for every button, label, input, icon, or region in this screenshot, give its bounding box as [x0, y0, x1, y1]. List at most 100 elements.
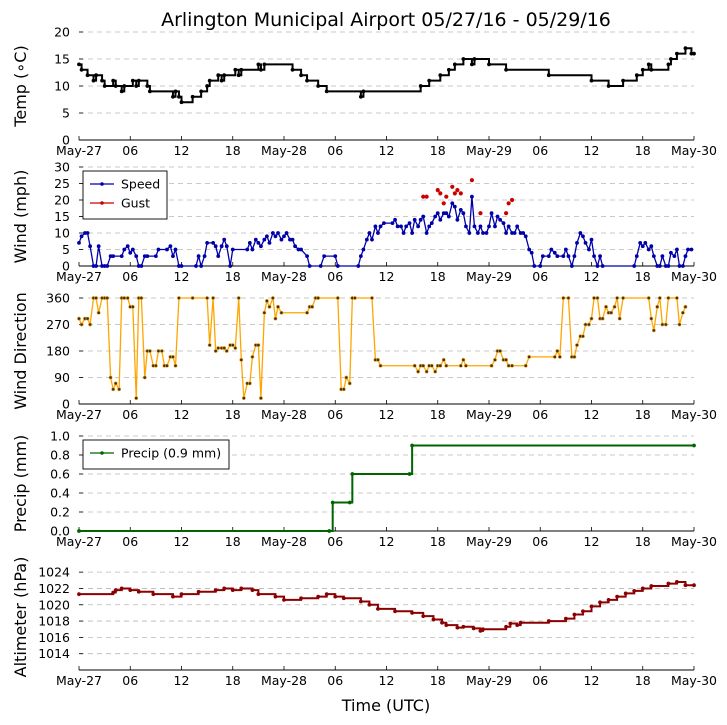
data-point	[236, 73, 241, 78]
data-point	[276, 231, 280, 235]
y-tick-label: 25	[54, 176, 70, 191]
data-point	[581, 609, 585, 614]
x-tick-label: May-29	[466, 143, 512, 158]
data-point	[358, 599, 363, 604]
panel-temp: 0 5 10 15 20 May-27 06 12 18 May-28 06 12 18 May-29 06…	[11, 25, 717, 159]
data-point	[424, 369, 429, 374]
data-point	[640, 586, 645, 591]
data-point	[606, 84, 611, 88]
chart-title: Arlington Municipal Airport 05/27/16 - 0…	[161, 9, 611, 31]
data-point	[290, 67, 295, 72]
data-point	[228, 264, 233, 268]
data-point	[401, 231, 406, 235]
data-point	[666, 62, 671, 67]
data-point	[478, 224, 483, 229]
x-tick-label: 06	[532, 534, 548, 549]
data-point	[119, 254, 124, 259]
data-point	[592, 296, 596, 300]
data-point	[484, 231, 489, 235]
data-point	[350, 472, 355, 476]
data-point	[666, 296, 671, 300]
x-tick-label: 06	[327, 407, 343, 422]
data-point	[672, 254, 677, 259]
data-point	[455, 625, 460, 630]
data-point	[139, 296, 144, 300]
x-tick-label: 06	[327, 673, 343, 688]
data-point	[441, 201, 446, 206]
data-point	[578, 231, 583, 235]
data-point	[177, 296, 181, 300]
data-point	[640, 67, 645, 72]
data-point	[421, 194, 426, 199]
data-point	[621, 296, 626, 300]
data-point	[504, 231, 508, 235]
data-point	[134, 396, 139, 401]
data-point	[572, 612, 577, 617]
x-tick-label: May-29	[466, 269, 512, 284]
x-tick-label: 18	[225, 673, 241, 688]
x-tick-label: 06	[327, 269, 343, 284]
data-point	[464, 224, 468, 229]
data-point	[307, 264, 312, 268]
data-point	[429, 221, 434, 226]
x-tick-label: May-30	[671, 673, 717, 688]
y-tick-label: 0.0	[50, 524, 70, 539]
data-point	[583, 240, 588, 245]
data-point	[450, 184, 455, 189]
data-point	[675, 296, 679, 300]
y-tick-label: 90	[54, 370, 70, 385]
data-point	[424, 194, 429, 199]
data-point	[305, 310, 309, 315]
y-tick-label: 10	[54, 226, 70, 241]
data-point	[382, 221, 386, 226]
data-point	[506, 363, 511, 368]
data-point	[233, 67, 238, 72]
data-point	[589, 78, 594, 83]
data-point	[508, 621, 513, 626]
data-point	[247, 240, 252, 245]
data-point	[407, 221, 412, 226]
data-point	[440, 620, 444, 625]
data-point	[250, 354, 255, 359]
data-point	[509, 197, 515, 203]
x-tick-label: 06	[532, 673, 548, 688]
data-point	[111, 254, 116, 259]
data-point	[680, 264, 685, 268]
data-point	[470, 62, 474, 67]
data-point	[156, 247, 161, 252]
y-tick-label: 15	[54, 209, 70, 224]
data-point	[410, 231, 415, 235]
data-point	[683, 583, 688, 588]
data-point	[444, 363, 449, 368]
legend-marker	[100, 182, 104, 186]
data-point	[487, 62, 491, 67]
data-point	[657, 264, 662, 268]
data-point	[145, 254, 150, 259]
x-tick-label: 12	[174, 143, 190, 158]
data-point	[77, 240, 81, 245]
data-point	[435, 188, 440, 193]
legend-box	[82, 439, 230, 470]
data-point	[316, 594, 321, 599]
x-tick-label: 12	[584, 673, 600, 688]
data-point	[464, 363, 468, 368]
data-point	[262, 310, 267, 315]
y-axis-label: Wind Direction	[11, 292, 30, 410]
data-point	[79, 234, 84, 239]
data-point	[683, 304, 688, 309]
data-point	[472, 57, 477, 61]
data-point	[171, 354, 175, 359]
data-point	[284, 231, 289, 235]
data-point	[587, 322, 591, 327]
data-point	[538, 264, 543, 268]
data-point	[481, 627, 485, 632]
data-point	[219, 78, 224, 83]
data-point	[646, 296, 651, 300]
data-point	[111, 387, 116, 392]
data-point	[122, 296, 127, 300]
data-point	[527, 354, 532, 359]
data-point	[376, 606, 380, 611]
data-point	[265, 234, 269, 239]
